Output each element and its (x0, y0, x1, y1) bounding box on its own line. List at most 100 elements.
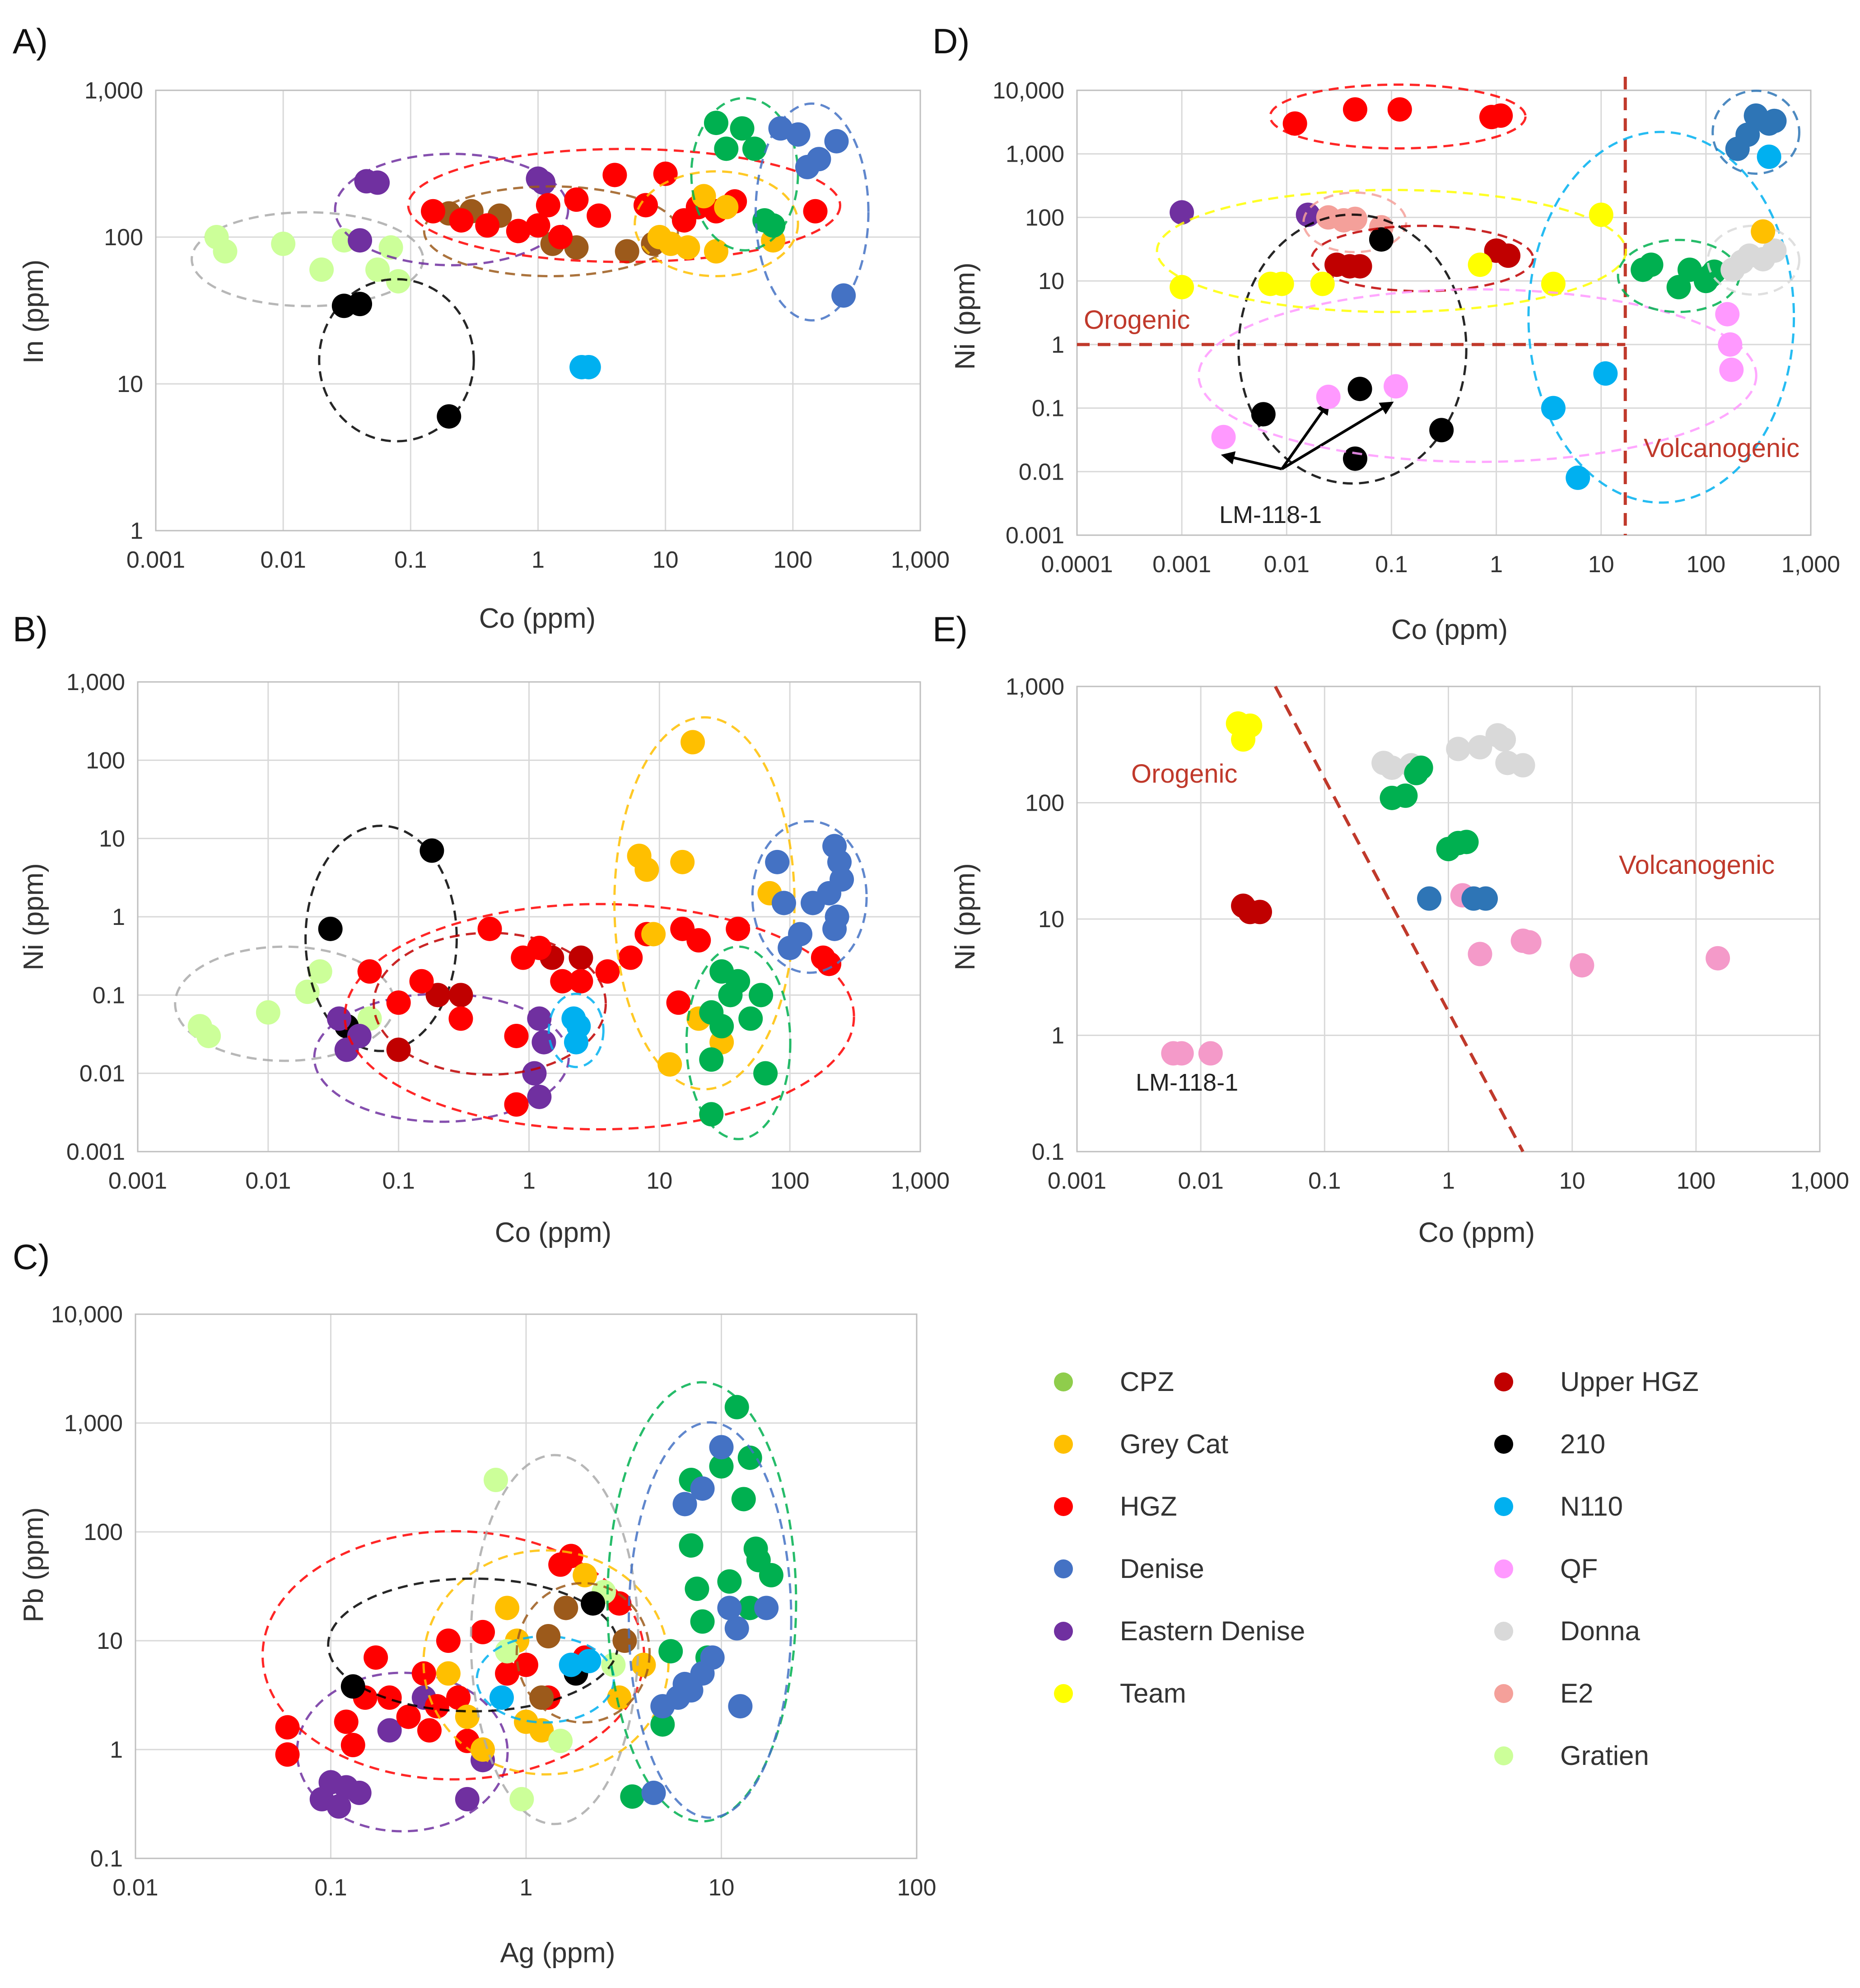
data-point (1251, 402, 1276, 427)
x-tick-label: 1 (520, 1875, 533, 1901)
data-point (1517, 930, 1542, 955)
series-eastern-denise (1170, 200, 1320, 227)
y-tick-label: 1 (110, 1737, 123, 1763)
legend-marker (1054, 1559, 1073, 1578)
group-envelope (1156, 189, 1627, 313)
data-point (271, 231, 296, 256)
data-point (704, 239, 728, 264)
y-tick-label: 10,000 (51, 1302, 123, 1328)
data-point (1343, 97, 1367, 122)
data-point (477, 916, 502, 941)
data-point (504, 1023, 529, 1048)
x-tick-label: 1,000 (891, 1168, 950, 1194)
data-point (1211, 425, 1236, 449)
x-tick-label: 0.1 (394, 547, 427, 573)
panel-a-ylabel: In (ppm) (18, 260, 49, 364)
data-point (1269, 271, 1294, 296)
data-point (550, 969, 575, 994)
y-tick-label: 10,000 (993, 78, 1064, 104)
data-point (765, 849, 790, 874)
data-point (728, 1694, 753, 1719)
data-point (1347, 254, 1372, 279)
data-point (386, 269, 410, 294)
y-tick-label: 0.01 (79, 1061, 125, 1087)
y-tick-label: 0.01 (1019, 459, 1064, 485)
legend-label: 210 (1560, 1429, 1605, 1459)
y-tick-label: 1 (1051, 1023, 1064, 1049)
series-donna (1371, 723, 1535, 780)
data-point (633, 193, 658, 218)
panel-b: B) 0.001 0.01 0.1 1 10 100 1,000 0.001 0.01 0.1 1 1… (13, 609, 950, 1248)
data-point (749, 983, 774, 1008)
series-green (1380, 755, 1479, 861)
data-point (704, 111, 728, 135)
series-n110 (569, 355, 601, 379)
legend: CPZ Grey Cat HGZ Denise Eastern Denise Team Up… (1054, 1367, 1699, 1771)
data-point (1706, 946, 1730, 971)
data-point (803, 199, 828, 224)
data-point (1310, 271, 1335, 296)
data-point (679, 1533, 704, 1558)
y-tick-label: 0.001 (1006, 523, 1064, 549)
panel-d-label: D) (932, 21, 970, 61)
data-point (602, 163, 627, 187)
data-point (396, 1704, 421, 1729)
x-tick-label: 10 (653, 547, 679, 573)
data-point (618, 945, 643, 970)
data-point (386, 1037, 411, 1062)
legend-marker (1494, 1622, 1513, 1641)
data-point (504, 1092, 529, 1117)
data-point (753, 1061, 778, 1086)
series-team (1226, 711, 1263, 752)
series-green (690, 97, 799, 252)
data-point (681, 730, 705, 755)
data-point (709, 1454, 734, 1479)
data-point (1282, 111, 1307, 136)
x-tick-label: 1 (1442, 1168, 1455, 1194)
data-point (726, 969, 751, 994)
data-point (1468, 735, 1492, 760)
series-green (685, 945, 792, 1140)
y-tick-label: 10 (117, 371, 143, 397)
x-tick-label: 0.01 (261, 547, 306, 573)
data-point (569, 969, 593, 994)
x-tick-label: 0.001 (1048, 1168, 1106, 1194)
series-brown (515, 1582, 651, 1724)
data-point (527, 1006, 552, 1031)
data-point (761, 213, 786, 238)
data-point (196, 1023, 221, 1048)
data-point (717, 1596, 742, 1620)
data-point (484, 1468, 508, 1493)
data-point (1170, 275, 1194, 299)
legend-label: Eastern Denise (1120, 1616, 1305, 1646)
data-point (275, 1715, 300, 1740)
x-tick-label: 0.1 (1308, 1168, 1341, 1194)
data-point (709, 1014, 734, 1039)
group-envelope (407, 148, 842, 263)
group-envelope (628, 1421, 792, 1819)
group-envelope (470, 1454, 639, 1825)
group-envelope (547, 993, 605, 1069)
data-point (670, 849, 695, 874)
group-envelope (685, 945, 792, 1140)
legend-label: E2 (1560, 1678, 1593, 1708)
legend-label: HGZ (1120, 1491, 1177, 1521)
legend-marker (1494, 1435, 1513, 1454)
y-tick-label: 0.001 (66, 1139, 125, 1165)
group-envelope (634, 170, 799, 277)
data-point (527, 935, 552, 960)
x-tick-label: 1 (531, 547, 545, 573)
data-point (1589, 202, 1613, 227)
series-green (1617, 238, 1740, 313)
data-point (587, 203, 611, 228)
data-point (1468, 942, 1492, 966)
data-point (449, 208, 474, 233)
data-point (340, 1674, 365, 1699)
data-point (759, 1563, 783, 1587)
panel-e-label: E) (932, 609, 968, 649)
data-point (581, 1591, 606, 1616)
y-tick-label: 0.1 (1032, 1139, 1064, 1165)
data-point (577, 1649, 601, 1674)
data-point (347, 1023, 372, 1048)
